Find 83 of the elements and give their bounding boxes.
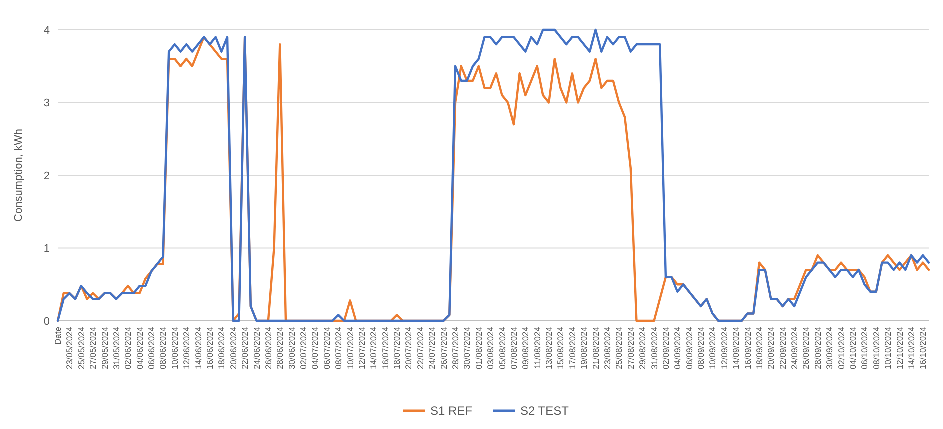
y-axis-title: Consumption, kWh: [13, 129, 25, 222]
y-tick-label: 2: [44, 170, 50, 182]
x-tick-label: 22/06/2024: [240, 326, 250, 370]
x-tick-label: 22/07/2024: [415, 326, 426, 370]
x-tick-label: 12/06/2024: [182, 326, 192, 370]
x-tick-label: 02/06/2024: [123, 326, 134, 370]
x-tick-label: 16/07/2024: [380, 326, 390, 370]
x-tick-label: 12/10/2024: [894, 326, 905, 370]
x-tick-label: 16/10/2024: [918, 326, 928, 370]
x-tick-label: 26/06/2024: [263, 326, 274, 370]
x-tick-label: 04/07/2024: [310, 326, 320, 370]
x-tick-label: 20/06/2024: [228, 326, 238, 370]
x-tick-label: 14/07/2024: [368, 326, 379, 370]
x-tick-label: 06/07/2024: [322, 326, 332, 370]
legend-label: S2 TEST: [520, 404, 570, 418]
x-tick-label: 10/09/2024: [708, 326, 718, 370]
x-tick-label: 25/08/2024: [614, 326, 624, 370]
x-tick-label: 15/08/2024: [556, 326, 566, 370]
x-tick-label: 18/06/2024: [216, 326, 227, 370]
legend-label: S1 REF: [430, 404, 473, 418]
x-tick-label: 23/08/2024: [602, 326, 612, 370]
x-tick-label: 20/07/2024: [404, 326, 414, 370]
x-tick-label: 06/10/2024: [860, 326, 870, 370]
x-tick-label: 31/05/2024: [111, 326, 122, 370]
x-tick-label: 28/06/2024: [275, 326, 286, 370]
x-tick-label: 11/08/2024: [532, 326, 542, 369]
x-tick-label: 24/09/2024: [790, 326, 800, 370]
x-tick-label: 08/07/2024: [334, 326, 344, 370]
x-tick-label: 08/09/2024: [696, 326, 706, 370]
x-tick-label: 01/08/2024: [474, 326, 484, 370]
x-tick-label: 08/06/2024: [158, 326, 168, 370]
x-tick-label: 06/09/2024: [684, 326, 694, 370]
x-tick-label: 04/10/2024: [848, 326, 858, 370]
x-tick-label: 31/08/2024: [649, 326, 660, 370]
x-tick-label: 10/10/2024: [883, 326, 894, 370]
x-tick-label: 16/06/2024: [204, 326, 215, 370]
x-tick-label: 17/08/2024: [567, 326, 578, 370]
x-tick-label: 10/07/2024: [345, 326, 356, 370]
x-tick-label: 10/06/2024: [170, 326, 180, 370]
y-tick-label: 4: [44, 24, 50, 37]
x-tick-label: 25/05/2024: [76, 326, 86, 370]
x-tick-label: 30/06/2024: [286, 326, 297, 370]
x-tick-label: 14/10/2024: [906, 326, 916, 370]
x-tick-label: 30/09/2024: [824, 326, 835, 370]
x-tick-label: 02/07/2024: [298, 326, 309, 370]
x-tick-label: 02/10/2024: [836, 326, 846, 370]
x-tick-label: 03/08/2024: [486, 326, 496, 370]
x-tick-label: 04/09/2024: [672, 326, 683, 370]
x-tick-label: 26/09/2024: [801, 326, 812, 370]
x-tick-label: 09/08/2024: [520, 326, 531, 370]
x-tick-label: 07/08/2024: [508, 326, 519, 370]
x-tick-label: 24/06/2024: [252, 326, 262, 370]
x-tick-label: 16/09/2024: [742, 326, 753, 370]
x-tick-label: 18/09/2024: [754, 326, 764, 370]
x-tick-label: 08/10/2024: [871, 326, 882, 370]
x-tick-label: 30/07/2024: [462, 326, 472, 370]
x-tick-label: 02/09/2024: [660, 326, 671, 370]
x-tick-label: 24/07/2024: [427, 326, 438, 370]
x-tick-label: 12/07/2024: [356, 326, 367, 370]
x-tick-label: 28/09/2024: [812, 326, 823, 370]
x-tick-label: 14/09/2024: [731, 326, 742, 370]
x-tick-label: Date: [53, 326, 63, 345]
x-tick-label: 29/05/2024: [100, 326, 110, 370]
x-tick-label: 21/08/2024: [590, 326, 601, 370]
x-tick-label: 20/09/2024: [766, 326, 776, 370]
x-tick-label: 13/08/2024: [544, 326, 554, 370]
x-tick-label: 14/06/2024: [193, 326, 204, 370]
x-tick-label: 22/09/2024: [778, 326, 788, 370]
x-tick-label: 26/07/2024: [438, 326, 449, 370]
x-tick-label: 27/08/2024: [626, 326, 636, 370]
x-tick-label: 04/06/2024: [134, 326, 145, 370]
x-tick-label: 19/08/2024: [579, 326, 590, 370]
x-tick-label: 23/05/2024: [64, 326, 75, 370]
y-tick-label: 1: [44, 243, 50, 256]
x-tick-label: 28/07/2024: [450, 326, 461, 370]
x-tick-label: 06/06/2024: [146, 326, 157, 370]
y-tick-label: 3: [44, 98, 50, 110]
x-tick-label: 18/07/2024: [392, 326, 402, 370]
x-tick-label: 12/09/2024: [719, 326, 730, 370]
x-tick-label: 05/08/2024: [497, 326, 508, 370]
x-tick-label: 29/08/2024: [638, 326, 648, 370]
y-tick-label: 0: [44, 316, 50, 328]
x-tick-label: 27/05/2024: [88, 326, 98, 370]
